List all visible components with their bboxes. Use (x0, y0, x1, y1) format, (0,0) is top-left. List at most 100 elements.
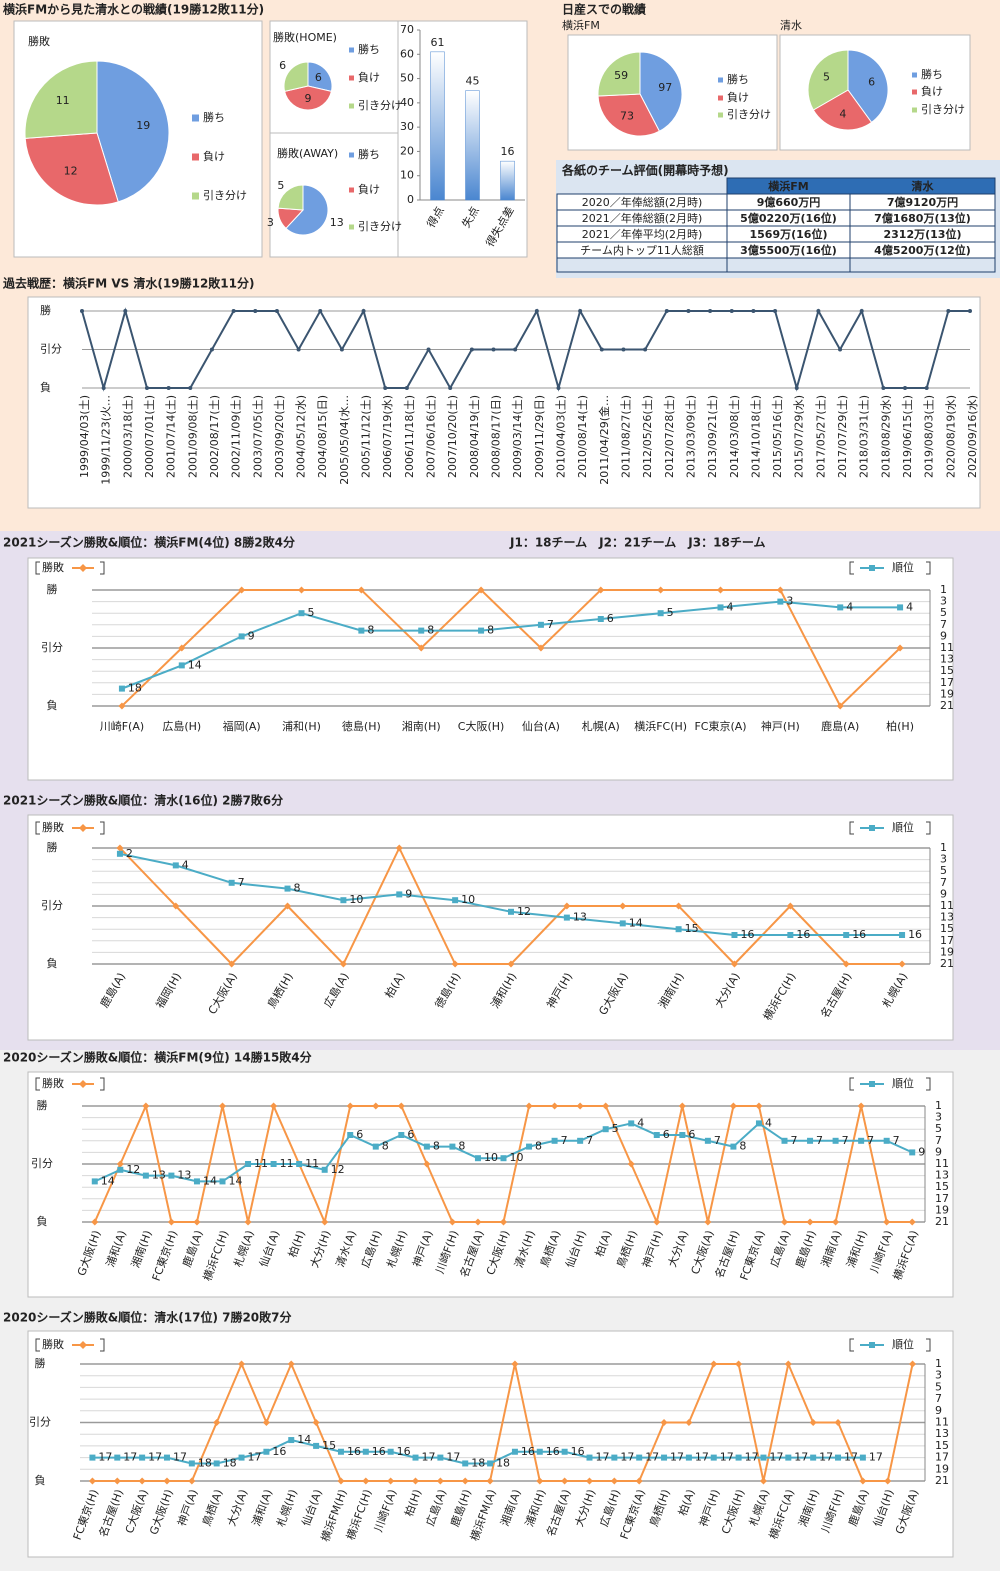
y-tick-label: 40 (400, 96, 414, 109)
marker (597, 586, 605, 594)
x-tick-label: 2004/05/12(水) (295, 395, 308, 478)
data-label: 14 (203, 1174, 217, 1187)
marker (806, 1218, 814, 1226)
marker (968, 309, 972, 313)
chart-title: 2020シーズン勝敗&順位：横浜FM(9位) 14勝15敗4分 (3, 1050, 312, 1065)
marker (619, 902, 627, 910)
marker (786, 902, 794, 910)
y2-tick-label: 15 (940, 922, 954, 935)
data-label: 15 (685, 922, 699, 935)
y2-tick-label: 9 (940, 629, 947, 642)
marker (358, 627, 365, 634)
data-label: 16 (908, 928, 922, 941)
data-label: 8 (367, 624, 374, 637)
legend-label: 勝敗 (42, 1337, 64, 1351)
data-label: 17 (745, 1451, 759, 1464)
legend-marker (869, 825, 875, 831)
y2-tick-label: 7 (940, 876, 947, 889)
x-tick-label: 2006/11/18(土) (403, 395, 416, 478)
marker (339, 347, 344, 352)
marker (776, 586, 784, 594)
legend-marker (869, 565, 875, 571)
marker (452, 897, 459, 904)
legend-swatch (349, 75, 354, 81)
legend-label: 勝敗 (42, 1076, 64, 1090)
chart-title: 2021シーズン勝敗&順位：横浜FM(4位) 8勝2敗4分 (3, 535, 295, 550)
marker (534, 309, 539, 313)
marker (836, 702, 844, 710)
legend-swatch (912, 89, 917, 95)
marker (337, 1477, 345, 1485)
data-label: 8 (427, 624, 434, 637)
data-label: 17 (595, 1451, 609, 1464)
data-label: 5 (823, 71, 830, 84)
y2-tick-label: 15 (935, 1180, 949, 1193)
data-label: 6 (279, 59, 286, 72)
data-label: 16 (740, 928, 754, 941)
marker (611, 1454, 618, 1461)
legend-bracket (100, 1077, 105, 1091)
data-label: 12 (331, 1163, 345, 1176)
marker (361, 309, 366, 313)
y2-tick-label: 19 (935, 1462, 949, 1475)
marker (508, 908, 514, 915)
y-tick-label: 30 (400, 120, 414, 133)
marker (451, 960, 459, 968)
legend-swatch (718, 77, 723, 83)
x-tick-label: 2018/03/31(土) (858, 395, 871, 478)
x-tick-label: 2004/08/15(日) (316, 395, 329, 478)
data-label: 9 (248, 629, 255, 642)
chart-title: 過去戦歴：横浜FM VS 清水(19勝12敗11分) (2, 276, 255, 291)
data-label: 14 (101, 1174, 115, 1187)
data-label: 11 (280, 1157, 294, 1170)
y2-tick-label: 1 (940, 583, 947, 596)
y2-tick-label: 1 (935, 1357, 942, 1370)
marker (708, 309, 713, 313)
x-tick-label: 湘南(H) (402, 719, 441, 733)
data-label: 7 (561, 1134, 568, 1147)
legend-label: 引き分け (921, 102, 965, 116)
pie-slice (24, 60, 98, 139)
data-label: 14 (629, 916, 643, 929)
marker (710, 1360, 718, 1368)
data-label: 8 (535, 1140, 542, 1153)
legend-swatch (349, 47, 354, 53)
y-tick-label: 勝 (47, 582, 58, 596)
data-label: 45 (466, 75, 480, 88)
marker (735, 1454, 742, 1461)
data-label: 4 (839, 107, 846, 120)
marker (897, 604, 904, 611)
marker (843, 932, 850, 938)
marker (89, 1454, 96, 1461)
marker (412, 1454, 419, 1461)
marker (635, 1477, 643, 1485)
marker (908, 1218, 916, 1226)
table-cell (849, 257, 996, 273)
marker (383, 386, 388, 390)
data-label: 6 (356, 1128, 363, 1141)
x-tick-label: 2020/09/16(水) (966, 395, 979, 478)
data-label: 5 (667, 606, 674, 619)
legend-label: 勝ち (727, 72, 749, 86)
marker (729, 309, 734, 313)
y-tick-label: 引分 (40, 342, 62, 356)
x-tick-label: 1999/04/03(土) (78, 395, 91, 478)
table-cell-text: 5億0220万(16位) (740, 211, 837, 225)
marker (735, 1360, 743, 1368)
marker (372, 1102, 380, 1110)
y2-tick-label: 17 (935, 1192, 949, 1205)
data-label: 16 (397, 1445, 411, 1458)
x-tick-label: 2002/11/09(土) (230, 395, 243, 478)
x-tick-label: 2007/06/16(土) (425, 395, 438, 478)
marker (857, 1102, 865, 1110)
pie-title: 勝敗(HOME) (273, 30, 337, 44)
marker (924, 386, 929, 390)
y2-tick-label: 5 (940, 606, 947, 619)
marker (491, 347, 496, 352)
data-label: 16 (372, 1445, 386, 1458)
data-label: 7 (816, 1134, 823, 1147)
pie-slice (639, 51, 683, 132)
marker (859, 1454, 866, 1461)
marker (228, 879, 235, 886)
marker (525, 1102, 533, 1110)
